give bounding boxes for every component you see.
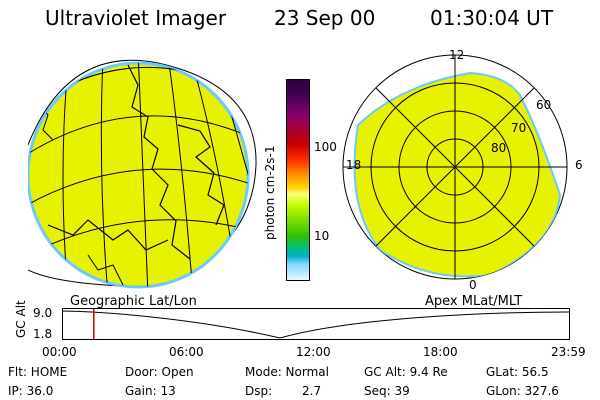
date-label: 23 Sep 00	[274, 6, 376, 30]
time-tick-3: 18:00	[423, 345, 458, 359]
mlat-label-60: 60	[536, 98, 552, 112]
altitude-axis-label: GC Alt	[14, 300, 28, 338]
intensity-colorbar	[286, 79, 310, 281]
dsp-label: Dsp:	[245, 384, 273, 398]
time-tick-1: 06:00	[169, 345, 204, 359]
colorbar-tick-100: 100	[314, 140, 337, 154]
time-tick-2: 12:00	[296, 345, 331, 359]
geo-panel-label: Geographic Lat/Lon	[70, 294, 197, 309]
altitude-tick-low: 1.8	[33, 327, 53, 341]
mode-status: Mode: Normal	[245, 365, 329, 379]
colorbar-label: photon cm-2s-1	[263, 145, 277, 241]
colorbar-tick-10: 10	[314, 229, 330, 243]
glon-status: GLon: 327.6	[486, 384, 559, 398]
apex-panel-label: Apex MLat/MLT	[425, 294, 523, 309]
mlt-label-0: 0	[469, 278, 477, 292]
altitude-curve	[62, 310, 570, 339]
seq-status: Seq: 39	[364, 384, 410, 398]
door-status: Door: Open	[125, 365, 194, 379]
time-tick-0: 00:00	[42, 345, 77, 359]
time-label: 01:30:04 UT	[430, 6, 554, 30]
app-title: Ultraviolet Imager	[45, 6, 227, 30]
apex-polar-image	[342, 54, 568, 280]
mlt-label-6: 6	[575, 158, 583, 172]
glat-status: GLat: 56.5	[486, 365, 549, 379]
flight-status: Flt: HOME	[8, 365, 68, 379]
altitude-tick-high: 9.0	[33, 306, 53, 320]
altitude-timeline	[62, 308, 570, 340]
dsp-value: 2.7	[302, 384, 322, 398]
mlt-label-18: 18	[346, 158, 362, 172]
gain-status: Gain: 13	[125, 384, 176, 398]
mlt-label-12: 12	[449, 48, 465, 62]
ip-status: IP: 36.0	[8, 384, 54, 398]
mlat-label-80: 80	[491, 141, 507, 155]
mlat-label-70: 70	[511, 121, 527, 135]
gc-alt-status: GC Alt: 9.4 Re	[364, 365, 448, 379]
polar-emission	[353, 71, 562, 278]
time-tick-4: 23:59	[551, 345, 586, 359]
geographic-image	[28, 59, 257, 289]
projection-boundary	[28, 59, 257, 288]
